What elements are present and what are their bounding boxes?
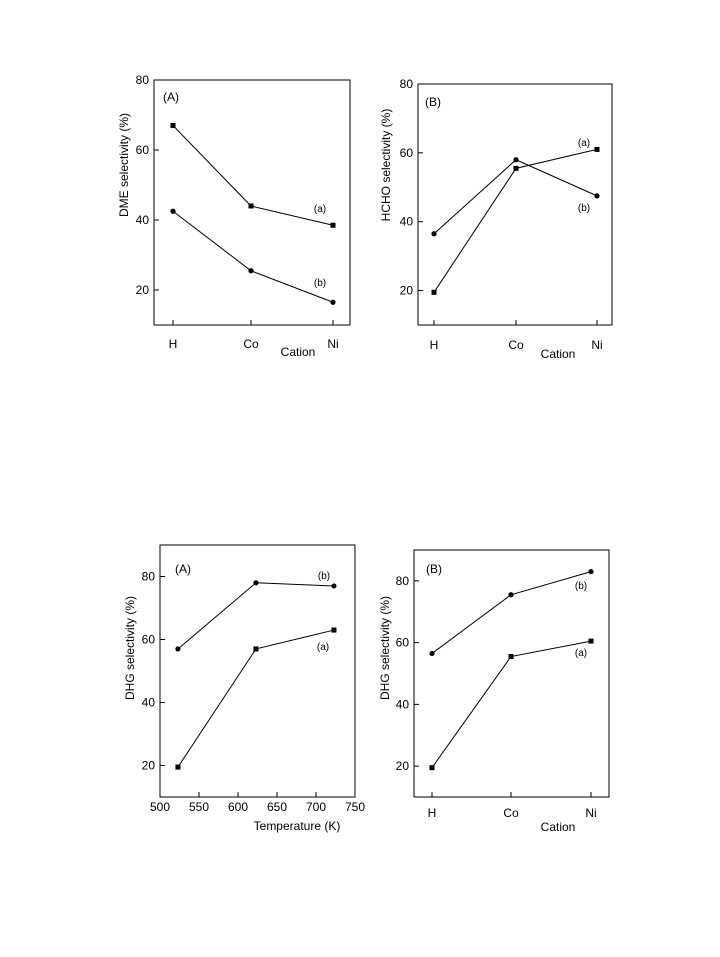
series-label-b: (b) [575, 581, 587, 592]
series-label-b: (b) [314, 278, 326, 289]
y-tick-label: 60 [400, 146, 414, 160]
y-tick-label: 20 [396, 759, 410, 773]
data-point-square [513, 165, 519, 171]
chart-panel-2: 20 40 60 80 H Co Ni Cation HCHO selectivity (%) (… [379, 77, 613, 361]
y-tick-label: 20 [142, 759, 156, 773]
data-point-square [253, 646, 259, 652]
series-label-a: (a) [575, 648, 587, 659]
x-category-label: H [169, 337, 178, 351]
x-category-label: Co [503, 806, 519, 820]
series-line-b [177, 582, 334, 650]
x-tick-label: 650 [267, 800, 287, 814]
y-tick-label: 80 [142, 570, 156, 584]
series-label-a: (a) [314, 204, 326, 215]
x-category-label: Ni [591, 338, 602, 352]
x-tick-label: 500 [150, 800, 170, 814]
y-axis-label: DHG selectivity (%) [378, 596, 392, 700]
y-tick-label: 80 [136, 73, 150, 87]
y-tick-label: 20 [400, 284, 414, 298]
y-tick-label: 40 [136, 213, 150, 227]
y-tick-label: 40 [142, 696, 156, 710]
x-category-label: Co [508, 338, 524, 352]
data-point-circle [331, 583, 337, 589]
y-tick-label: 40 [396, 697, 410, 711]
data-point-circle [431, 231, 437, 237]
series-label-a: (a) [317, 642, 329, 653]
chart-panel-3: 20 40 60 80 500 550 600 650 700 750 Temperature (K… [123, 544, 365, 833]
x-category-label: Co [243, 337, 259, 351]
data-point-square [429, 765, 435, 771]
chart-panel-4: 20 40 60 80 H Co Ni Cation DHG selectivity (%) (B… [378, 549, 610, 834]
x-category-label: H [430, 338, 439, 352]
x-tick-label: 600 [228, 800, 248, 814]
data-point-circle [175, 646, 181, 652]
data-point-circle [508, 592, 514, 598]
x-tick-label: 750 [345, 800, 365, 814]
x-axis-label: Cation [541, 820, 576, 834]
data-point-circle [330, 299, 336, 305]
data-point-square [588, 638, 594, 644]
y-tick-label: 80 [400, 77, 414, 91]
series-line-a [431, 640, 592, 768]
panel-label: (A) [175, 562, 191, 576]
series-label-b: (b) [578, 203, 590, 214]
data-point-square [431, 289, 437, 295]
y-tick-label: 60 [396, 636, 410, 650]
x-category-label: Ni [585, 806, 596, 820]
data-point-circle [170, 208, 176, 214]
plot-frame [159, 544, 356, 798]
y-tick-label: 20 [136, 283, 150, 297]
x-tick-label: 700 [306, 800, 326, 814]
series-line-a [172, 125, 334, 226]
panel-label: (B) [425, 95, 441, 109]
y-tick-label: 60 [136, 143, 150, 157]
panel-label: (A) [163, 90, 179, 104]
x-tick-label: 550 [189, 800, 209, 814]
x-axis-label: Cation [281, 345, 316, 359]
data-point-square [248, 203, 254, 209]
data-point-square [594, 146, 600, 152]
series-line-b [172, 210, 334, 303]
plot-frame [153, 79, 351, 326]
x-axis-label: Cation [541, 347, 576, 361]
panel-label: (B) [426, 562, 442, 576]
chart-panel-1: 20 40 60 80 H Co Ni Cation DME selectivity (%) (A… [117, 73, 351, 359]
data-point-circle [248, 268, 254, 274]
series-label-a: (a) [578, 138, 590, 149]
y-tick-label: 80 [396, 574, 410, 588]
y-axis-label: HCHO selectivity (%) [379, 109, 393, 222]
y-axis-label: DME selectivity (%) [117, 113, 131, 217]
data-point-square [508, 654, 514, 660]
x-category-label: H [428, 806, 437, 820]
data-point-square [331, 627, 337, 633]
data-point-circle [429, 650, 435, 657]
data-point-square [330, 222, 336, 228]
data-point-square [170, 123, 176, 128]
data-point-circle [594, 193, 600, 199]
series-line-b [431, 571, 592, 654]
data-point-circle [588, 569, 594, 575]
x-axis-label: Temperature (K) [254, 819, 341, 833]
series-label-b: (b) [318, 571, 330, 582]
y-tick-label: 60 [142, 633, 156, 647]
plot-frame [417, 83, 613, 326]
y-tick-label: 40 [400, 215, 414, 229]
data-point-circle [513, 157, 519, 163]
x-category-label: Ni [327, 337, 338, 351]
y-axis-label: DHG selectivity (%) [123, 596, 137, 700]
data-point-square [175, 764, 181, 770]
data-point-circle [253, 580, 259, 586]
